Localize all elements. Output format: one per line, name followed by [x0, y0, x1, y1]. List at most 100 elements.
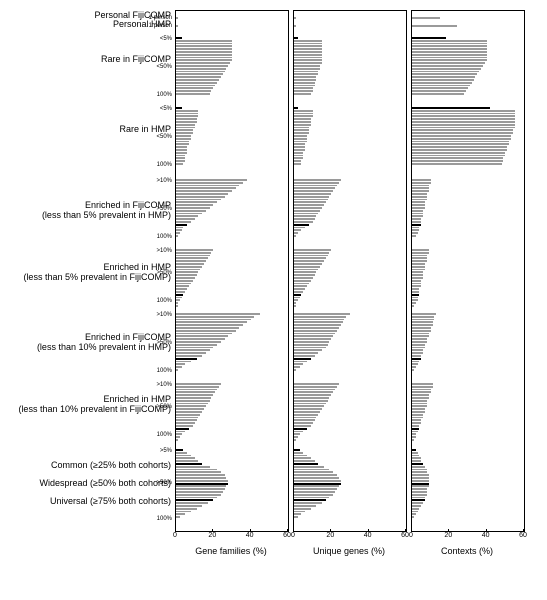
- bar: [294, 508, 311, 510]
- bar: [412, 457, 421, 459]
- bar: [176, 274, 197, 276]
- y-tick-label: <50%: [148, 64, 172, 70]
- bar: [294, 405, 324, 407]
- bar: [412, 207, 425, 209]
- bar: [412, 338, 427, 340]
- bar-highlight: [412, 107, 490, 109]
- bar: [412, 321, 433, 323]
- y-tick-label: >10%: [148, 312, 172, 318]
- bar: [176, 349, 210, 351]
- bar-highlight: [294, 37, 298, 39]
- bar: [176, 149, 187, 151]
- bar: [176, 457, 195, 459]
- bar: [294, 249, 331, 251]
- bar: [412, 152, 505, 154]
- y-tick-label: >10%: [148, 382, 172, 388]
- bar: [176, 383, 221, 385]
- bar: [412, 383, 433, 385]
- bar: [294, 269, 318, 271]
- bar: [412, 403, 427, 405]
- bar: [412, 474, 429, 476]
- bar: [176, 229, 182, 231]
- bar-highlight: [176, 37, 182, 39]
- bar: [294, 266, 320, 268]
- bar: [176, 124, 195, 126]
- bar: [176, 285, 189, 287]
- x-axis-label: Unique genes (%): [293, 546, 405, 556]
- bar: [412, 477, 429, 479]
- bar: [176, 414, 200, 416]
- y-tick-label: >50%: [148, 480, 172, 486]
- bar: [176, 425, 193, 427]
- x-tick: 40: [364, 532, 372, 539]
- bar: [294, 403, 326, 405]
- bar: [412, 425, 419, 427]
- bar: [294, 227, 305, 229]
- bar: [176, 466, 210, 468]
- bar: [294, 235, 296, 237]
- bar: [412, 68, 481, 70]
- bar: [412, 460, 421, 462]
- bar: [412, 17, 440, 19]
- bar: [294, 452, 303, 454]
- bar: [176, 65, 228, 67]
- bar: [176, 232, 180, 234]
- bar: [294, 366, 300, 368]
- bar: [176, 433, 182, 435]
- bar: [176, 288, 187, 290]
- bar: [412, 187, 429, 189]
- y-tick-label: 1 person: [148, 15, 172, 21]
- bar: [176, 118, 197, 120]
- bar: [294, 280, 311, 282]
- bar: [294, 232, 298, 234]
- row-label: Universal (≥75% both cohorts): [6, 497, 171, 507]
- bar: [412, 201, 425, 203]
- bar: [294, 321, 343, 323]
- bar: [176, 73, 223, 75]
- bar: [294, 419, 315, 421]
- y-tick-label: 100%: [148, 92, 172, 98]
- bar: [294, 85, 315, 87]
- bar: [176, 302, 178, 304]
- bar: [412, 516, 414, 518]
- bar: [176, 113, 198, 115]
- bar: [412, 118, 515, 120]
- bar: [294, 436, 298, 438]
- bar-highlight: [412, 358, 421, 360]
- y-tick-label: >50%: [148, 404, 172, 410]
- bar: [176, 271, 198, 273]
- bar: [294, 115, 313, 117]
- bar: [412, 190, 429, 192]
- bar: [176, 431, 185, 433]
- bar: [176, 397, 211, 399]
- bar: [176, 221, 191, 223]
- bar: [412, 299, 418, 301]
- bar: [176, 235, 178, 237]
- bar: [294, 431, 303, 433]
- bar: [412, 255, 427, 257]
- bar: [412, 502, 423, 504]
- bar: [294, 65, 320, 67]
- bar: [412, 466, 425, 468]
- bar: [294, 190, 333, 192]
- bar: [176, 196, 225, 198]
- bar: [176, 17, 178, 19]
- bar: [176, 400, 210, 402]
- bar-highlight: [294, 358, 311, 360]
- bar: [176, 341, 221, 343]
- bar: [412, 288, 419, 290]
- bar: [412, 182, 431, 184]
- bar: [412, 132, 513, 134]
- bar: [294, 513, 301, 515]
- bar: [176, 255, 210, 257]
- bar: [412, 263, 425, 265]
- y-tick-label: <5%: [148, 106, 172, 112]
- bar: [294, 411, 320, 413]
- bar: [412, 419, 421, 421]
- bar: [412, 149, 507, 151]
- bar: [294, 179, 341, 181]
- x-tick: 20: [444, 532, 452, 539]
- bar: [412, 146, 507, 148]
- row-label: Rare in HMP: [6, 125, 171, 135]
- bar: [412, 291, 419, 293]
